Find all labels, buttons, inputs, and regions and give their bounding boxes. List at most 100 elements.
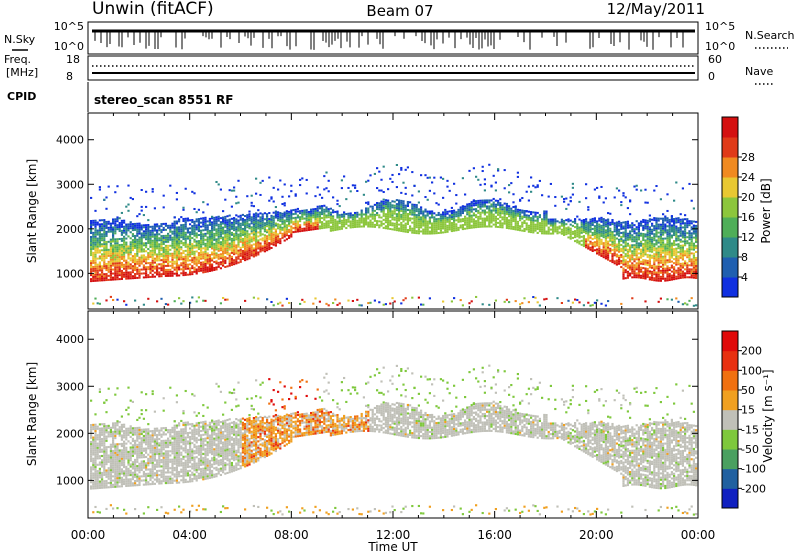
power-cell	[136, 248, 139, 251]
power-cell	[468, 214, 471, 217]
power-cell	[140, 234, 143, 237]
power-cell	[332, 196, 335, 199]
power-cell	[541, 220, 544, 223]
power-cell	[268, 232, 271, 235]
power-cell	[272, 233, 275, 236]
power-cell	[134, 275, 137, 278]
power-cell	[217, 261, 220, 264]
power-cell	[622, 192, 625, 195]
power-cell	[270, 228, 273, 231]
power-cell	[622, 235, 625, 238]
power-cell	[611, 219, 614, 222]
power-cell	[637, 234, 640, 237]
power-cell	[215, 224, 218, 227]
power-cell	[508, 215, 511, 218]
power-cell	[439, 225, 442, 228]
power-cell	[241, 239, 244, 242]
power-cell	[215, 218, 218, 221]
power-cell	[582, 245, 585, 248]
power-cell	[268, 199, 271, 202]
power-cell	[622, 255, 625, 258]
power-cell	[602, 242, 605, 245]
power-cell	[626, 262, 629, 265]
power-cell	[248, 253, 251, 256]
power-cell	[437, 223, 440, 226]
power-cell	[107, 252, 110, 255]
power-cell	[633, 228, 636, 231]
power-cell	[466, 213, 469, 216]
power-cell	[444, 211, 447, 214]
power-cell	[411, 296, 414, 299]
power-cell	[615, 229, 618, 232]
power-cell	[472, 199, 475, 203]
power-cell	[246, 220, 249, 223]
power-cell	[120, 271, 123, 274]
power-cell	[664, 225, 667, 228]
power-cell	[681, 230, 684, 233]
power-cell	[651, 266, 654, 269]
power-cell	[266, 219, 269, 222]
power-cell	[653, 277, 656, 280]
power-cell	[129, 275, 132, 278]
power-cell	[688, 234, 691, 237]
power-cell	[494, 205, 497, 208]
power-cell	[263, 242, 266, 245]
power-cell	[455, 202, 458, 205]
power-cell	[189, 227, 192, 230]
power-cell	[642, 228, 645, 231]
power-cell	[109, 262, 112, 265]
power-cell	[213, 268, 216, 271]
power-cell	[679, 266, 682, 269]
power-cell	[684, 238, 687, 241]
power-cell	[222, 242, 225, 245]
power-cell	[448, 210, 451, 213]
power-cell	[96, 273, 99, 276]
power-cell	[622, 273, 625, 276]
power-cell	[593, 243, 596, 246]
power-cell	[235, 234, 238, 237]
power-cell	[499, 216, 502, 219]
power-cell	[481, 201, 484, 204]
power-cell	[620, 221, 623, 224]
power-cell	[101, 265, 104, 268]
power-cell	[488, 217, 491, 220]
power-cell	[494, 209, 497, 212]
power-cell	[488, 201, 491, 204]
power-cell	[549, 182, 552, 185]
power-cell	[195, 234, 198, 237]
power-cell	[230, 249, 233, 252]
power-cell	[151, 188, 154, 191]
power-cell	[109, 268, 112, 271]
power-cell	[281, 216, 284, 219]
power-cell	[211, 215, 214, 218]
power-cell	[459, 218, 462, 221]
power-cell	[642, 251, 645, 254]
power-cell	[534, 215, 537, 218]
power-cell	[204, 242, 207, 245]
power-cell	[604, 249, 607, 252]
power-cell	[684, 260, 687, 263]
power-cell	[642, 243, 645, 246]
power-cell	[536, 211, 539, 214]
power-cell	[483, 223, 486, 226]
power-cell	[235, 256, 238, 259]
power-cell	[629, 200, 632, 203]
power-cell	[629, 268, 632, 271]
power-cell	[197, 256, 200, 259]
power-cell	[378, 189, 381, 192]
power-cell	[679, 220, 682, 223]
power-cell	[151, 255, 154, 258]
power-cell	[433, 222, 436, 225]
power-cell	[611, 243, 614, 246]
power-cell	[224, 298, 227, 301]
power-cell	[200, 247, 203, 250]
power-cell	[607, 300, 610, 303]
power-cell	[411, 209, 414, 212]
power-cell	[290, 190, 293, 193]
power-cell	[255, 248, 258, 251]
power-cell	[222, 230, 225, 233]
power-cell	[98, 241, 101, 244]
power-cell	[598, 237, 601, 240]
power-cell	[171, 258, 174, 261]
power-cell	[668, 269, 671, 272]
